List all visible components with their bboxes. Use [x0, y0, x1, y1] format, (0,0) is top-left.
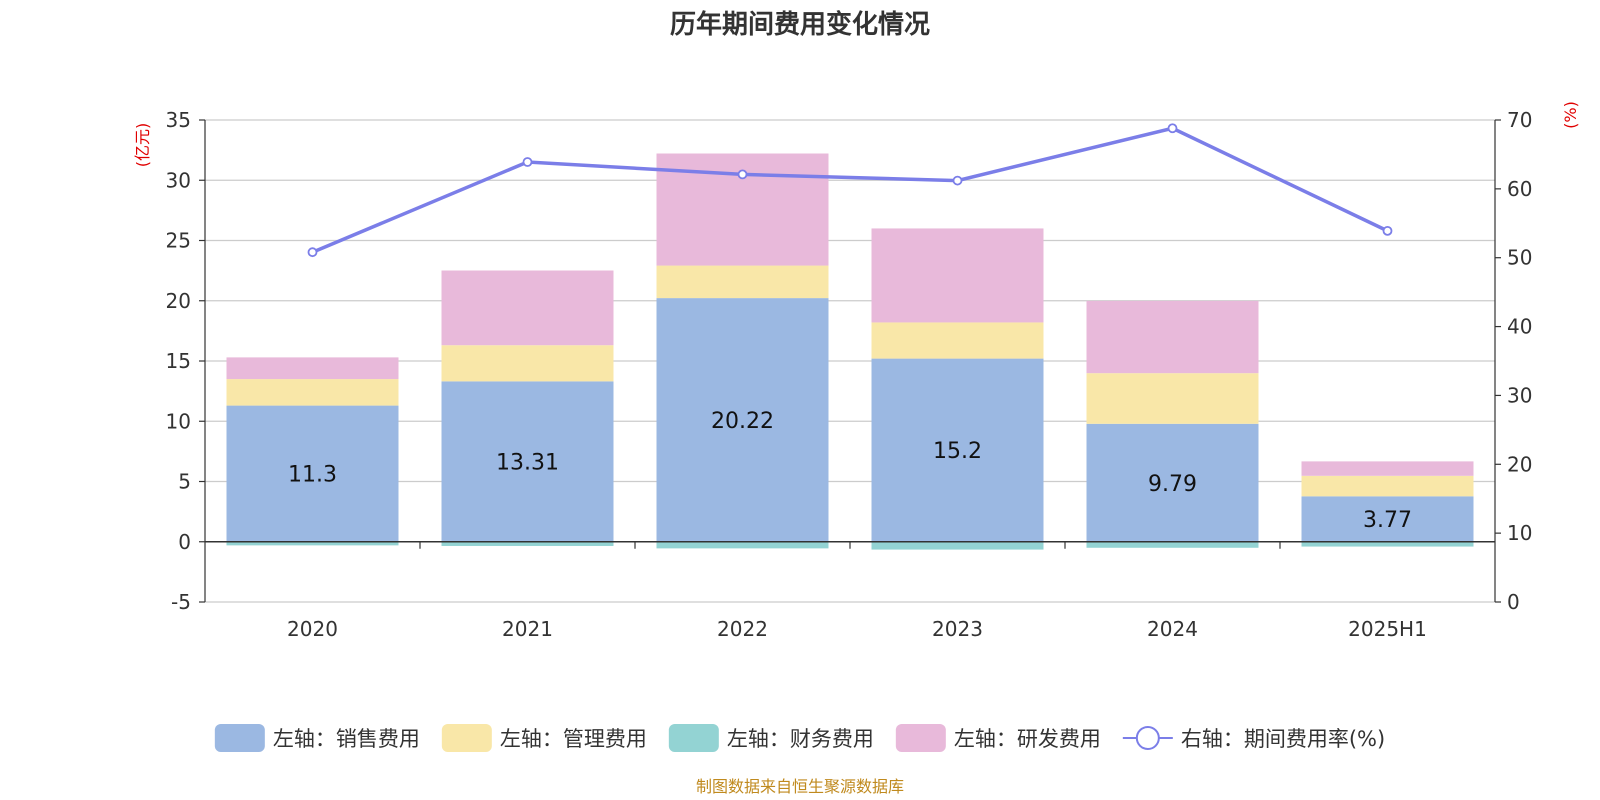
bar-segment — [656, 298, 829, 542]
source-note: 制图数据来自恒生聚源数据库 — [696, 777, 904, 796]
bar-segment — [656, 541, 829, 549]
bar-segment — [1301, 475, 1474, 497]
legend-label: 左轴：财务费用 — [727, 727, 874, 751]
bar-segment — [1086, 300, 1259, 374]
bar-segment — [871, 358, 1044, 542]
legend-label: 右轴：期间费用率(%) — [1181, 727, 1385, 751]
legend-swatch — [214, 724, 265, 752]
bars — [226, 153, 1474, 550]
left-axis-tick-label: 15 — [166, 349, 191, 373]
category-label: 2025H1 — [1348, 617, 1427, 641]
left-axis-tick-label: 30 — [166, 168, 191, 192]
category-label: 2021 — [502, 617, 553, 641]
data-label: 9.79 — [1148, 472, 1197, 497]
bar-segment — [1086, 373, 1259, 424]
data-label: 3.77 — [1363, 508, 1412, 533]
bar-segment — [441, 270, 614, 346]
axes: -5 0 5 10 15 20 25 30 35 0 10 20 30 40 50 60 70 2020 2021 2… — [166, 108, 1533, 641]
right-axis-tick-label: 30 — [1507, 383, 1532, 407]
rate-point — [522, 157, 533, 167]
rate-point — [952, 175, 963, 186]
bar-segment — [226, 379, 399, 406]
rate-point — [1167, 123, 1178, 134]
legend-swatch — [895, 724, 946, 752]
data-labels: 11.3 13.31 20.22 15.2 9.79 3.77 — [288, 409, 1412, 533]
bar-segment — [226, 357, 399, 380]
bar-segment — [1086, 541, 1259, 548]
rate-line — [307, 123, 1393, 258]
legend: 左轴：销售费用 左轴：管理费用 左轴：财务费用 左轴：研发费用 右轴：期间费用率(%) — [214, 724, 1385, 752]
category-label: 2024 — [1147, 617, 1198, 641]
chart-title: 历年期间费用变化情况 — [670, 9, 930, 40]
legend-label: 左轴：销售费用 — [273, 727, 420, 751]
bar-segment — [441, 381, 614, 542]
legend-label: 左轴：研发费用 — [954, 727, 1101, 751]
rate-line-path — [311, 126, 1389, 254]
data-label: 15.2 — [933, 439, 982, 464]
left-axis-tick-label: 25 — [166, 229, 191, 253]
bar-segment — [441, 345, 614, 382]
data-label: 20.22 — [711, 409, 774, 434]
legend-swatch — [668, 724, 719, 752]
rate-point — [737, 169, 748, 180]
legend-marker — [1135, 726, 1160, 750]
bar-segment — [1086, 423, 1259, 542]
right-axis-tick-label: 10 — [1507, 521, 1532, 545]
data-label: 13.31 — [496, 451, 559, 476]
category-label: 2022 — [717, 617, 768, 641]
bar-segment — [1301, 541, 1474, 547]
rate-point — [307, 247, 318, 258]
right-axis-tick-label: 20 — [1507, 452, 1532, 476]
right-axis-unit: (%) — [1561, 101, 1580, 129]
data-label: 11.3 — [288, 463, 337, 488]
bar-segment — [1301, 461, 1474, 476]
left-axis-tick-label: 10 — [166, 409, 191, 433]
rate-point — [1382, 225, 1393, 236]
right-axis-tick-label: 0 — [1507, 590, 1520, 614]
right-axis-tick-label: 60 — [1507, 177, 1532, 201]
right-axis-tick-label: 70 — [1507, 108, 1532, 132]
left-axis-tick-label: 5 — [178, 470, 191, 494]
bar-segment — [871, 541, 1044, 550]
bar-segment — [656, 265, 829, 299]
left-axis-tick-label: 0 — [178, 530, 191, 554]
bar-segment — [871, 228, 1044, 323]
right-axis-tick-label: 50 — [1507, 246, 1532, 270]
right-axis-tick-label: 40 — [1507, 315, 1532, 339]
bar-segment — [1301, 496, 1474, 542]
bar-segment — [226, 541, 399, 546]
left-axis-unit: (亿元) — [133, 123, 152, 168]
legend-swatch — [441, 724, 492, 752]
bar-segment — [226, 405, 399, 542]
left-axis-tick-label: 35 — [166, 108, 191, 132]
category-label: 2020 — [287, 617, 338, 641]
legend-label: 左轴：管理费用 — [500, 727, 647, 751]
bar-segment — [441, 541, 614, 546]
bar-segment — [871, 322, 1044, 359]
left-axis-tick-label: 20 — [166, 289, 191, 313]
left-axis-tick-label: -5 — [171, 590, 191, 614]
category-label: 2023 — [932, 617, 983, 641]
